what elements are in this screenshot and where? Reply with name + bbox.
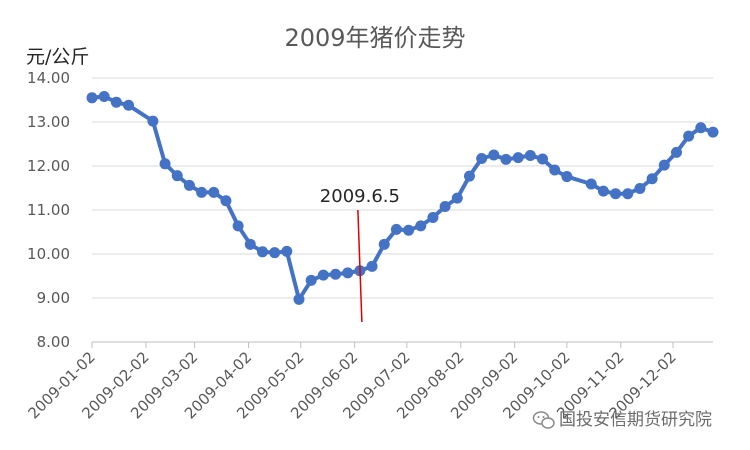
data-point [305,274,317,286]
data-point [378,238,390,250]
data-point [524,149,536,161]
data-point [171,170,183,182]
data-point [646,173,658,185]
data-point [561,171,573,183]
data-point [232,220,244,232]
series-layer [86,90,719,305]
data-point [537,153,549,165]
data-point [695,122,707,134]
data-point [488,149,500,161]
y-tick-label: 13.00 [27,113,70,131]
data-point [622,188,634,200]
data-point [110,96,122,108]
data-point [220,195,232,207]
data-point [610,188,622,200]
data-point [98,90,110,102]
y-tick-label: 11.00 [27,201,70,219]
data-point [634,182,646,194]
data-point [86,92,98,104]
y-axis-label: 元/公斤 [26,46,89,68]
data-point [390,223,402,235]
data-point [330,268,342,280]
data-point [415,220,427,232]
data-point [281,245,293,257]
data-point [317,269,329,281]
data-point [597,185,609,197]
data-point [183,179,195,191]
data-point [500,153,512,165]
data-point [451,192,463,204]
data-point [683,130,695,142]
annotation-line [357,209,363,323]
data-point [244,238,256,250]
annotation-layer: 2009.6.5 [320,186,400,323]
data-point [342,267,354,279]
data-point [658,159,670,171]
wechat-icon [532,411,555,429]
data-point [707,126,719,138]
y-tick-label: 8.00 [37,333,70,351]
y-tick-label: 9.00 [37,289,70,307]
data-point [670,146,682,158]
y-tick-label: 12.00 [27,157,70,175]
data-point [196,186,208,198]
data-point [463,170,475,182]
data-point [439,200,451,212]
data-point [147,115,159,127]
data-point [256,246,268,258]
data-point [159,158,171,170]
data-point [549,164,561,176]
chart-title: 2009年猪价走势 [284,24,465,52]
y-tick-labels: 8.00 9.00 10.00 11.00 12.00 13.00 14.00 [27,69,70,351]
y-tick-label: 14.00 [27,69,70,87]
data-point [476,153,488,165]
data-point [403,224,415,236]
data-point [269,247,281,259]
data-point [293,293,305,305]
data-point [427,211,439,223]
watermark: 国投安信期货研究院 [532,410,712,430]
data-point [366,260,378,272]
data-point [208,186,220,198]
gridlines [91,77,713,348]
watermark-text: 国投安信期货研究院 [559,410,712,430]
annotation-label: 2009.6.5 [320,186,400,207]
y-tick-label: 10.00 [27,245,70,263]
data-point [512,152,524,164]
data-point [585,178,597,190]
data-point [123,99,135,111]
